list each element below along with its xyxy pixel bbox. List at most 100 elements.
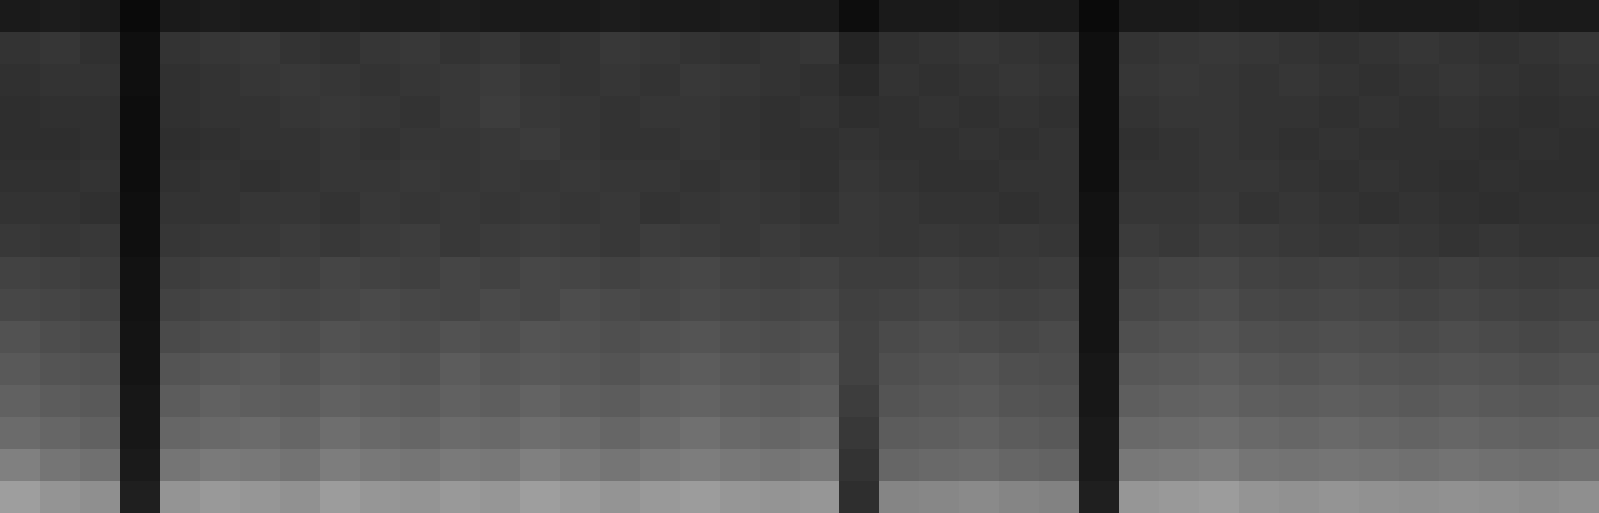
cell [440,128,480,161]
cell [400,224,440,257]
cell [1079,32,1119,65]
cell [760,481,800,513]
cell [1199,224,1239,257]
cell [839,449,879,482]
cell [1559,32,1599,65]
cell [40,353,80,386]
cell [280,449,320,482]
cell [80,96,120,129]
cell [919,417,959,450]
cell [520,449,560,482]
cell [1399,32,1439,65]
cell [320,64,360,97]
cell [480,289,520,322]
cell [0,64,40,97]
cell [480,32,520,65]
cell [80,289,120,322]
cell [1559,128,1599,161]
cell [800,96,840,129]
cell [120,449,160,482]
cell [919,32,959,65]
cell [1239,32,1279,65]
cell [1479,321,1519,354]
cell [760,353,800,386]
cell [1359,481,1399,513]
cell [640,192,680,225]
cell [919,96,959,129]
cell [1159,224,1199,257]
cell [999,128,1039,161]
cell [600,224,640,257]
cell [440,96,480,129]
cell [200,160,240,193]
cell [1519,64,1559,97]
cell [919,481,959,513]
cell [919,160,959,193]
cell [1319,385,1359,418]
cell [1279,353,1319,386]
cell [1519,417,1559,450]
heatmap-cells [0,0,1599,513]
cell [1079,353,1119,386]
cell [160,289,200,322]
cell [760,224,800,257]
cell [760,128,800,161]
cell [1039,96,1079,129]
cell [1239,96,1279,129]
cell [1439,289,1479,322]
cell [240,449,280,482]
cell [40,64,80,97]
cell [959,289,999,322]
cell [320,96,360,129]
cell [1359,289,1399,322]
cell [999,481,1039,513]
cell [1279,481,1319,513]
cell [680,224,720,257]
cell [1439,192,1479,225]
cell [1159,0,1199,33]
cell [520,128,560,161]
cell [680,321,720,354]
cell [1159,321,1199,354]
cell [720,128,760,161]
cell [839,192,879,225]
cell [680,128,720,161]
cell [760,160,800,193]
cell [1119,160,1159,193]
cell [760,192,800,225]
cell [1079,417,1119,450]
cell [200,289,240,322]
cell [440,449,480,482]
cell [1319,0,1359,33]
cell [959,449,999,482]
cell [1319,96,1359,129]
cell [1439,64,1479,97]
cell [560,449,600,482]
cell [0,128,40,161]
cell [520,96,560,129]
cell [1439,224,1479,257]
cell [1199,353,1239,386]
cell [839,224,879,257]
cell [160,449,200,482]
cell [1159,417,1199,450]
cell [879,64,919,97]
cell [1359,96,1399,129]
cell [520,289,560,322]
cell [919,64,959,97]
cell [120,224,160,257]
cell [560,192,600,225]
cell [839,321,879,354]
cell [1279,289,1319,322]
cell [400,481,440,513]
cell [1239,481,1279,513]
cell [0,385,40,418]
cell [280,32,320,65]
cell [120,385,160,418]
cell [640,32,680,65]
cell [480,481,520,513]
cell [480,160,520,193]
cell [1439,481,1479,513]
cell [480,128,520,161]
cell [919,0,959,33]
